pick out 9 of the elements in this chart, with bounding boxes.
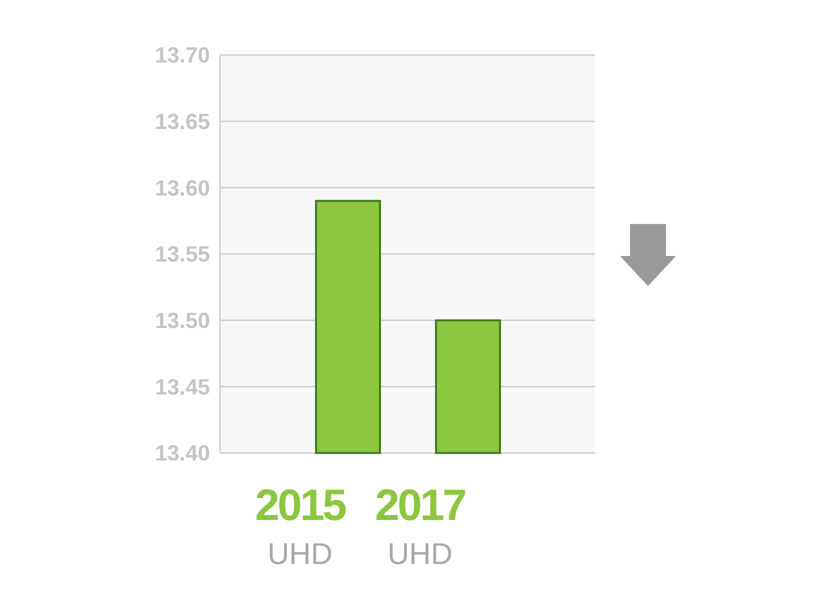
- x-tick-label: 2015 UHD: [255, 481, 346, 571]
- y-tick-label: 13.55: [154, 242, 210, 267]
- y-tick-label: 13.50: [154, 308, 210, 334]
- y-tick-label: 13.60: [154, 175, 210, 200]
- y-tick-label: 13.40: [154, 440, 210, 466]
- y-tick-label: 13.45: [154, 374, 210, 400]
- y-tick-label: 13.70: [154, 42, 210, 68]
- y-tick-label: 13.65: [154, 109, 210, 134]
- x-tick-label: 2017 UHD: [375, 481, 466, 571]
